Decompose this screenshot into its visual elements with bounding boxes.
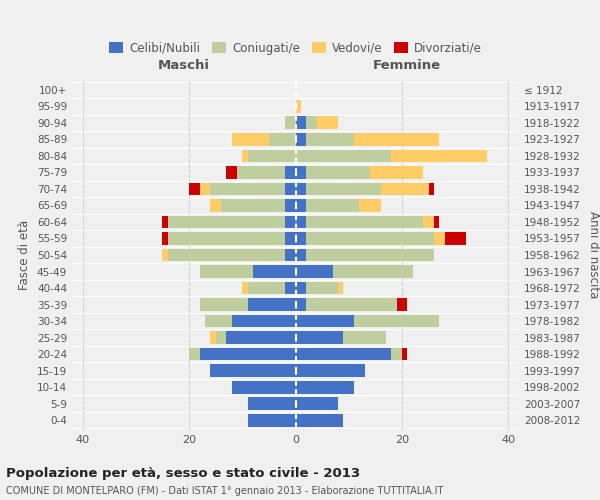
Bar bbox=[163, 216, 168, 228]
Bar bbox=[296, 314, 354, 328]
Bar bbox=[338, 282, 343, 294]
Bar bbox=[354, 133, 439, 146]
Bar bbox=[189, 182, 200, 196]
Bar bbox=[296, 348, 391, 360]
Bar bbox=[211, 182, 285, 196]
Bar bbox=[333, 265, 413, 278]
Bar bbox=[285, 232, 296, 245]
Bar bbox=[211, 331, 215, 344]
Bar bbox=[296, 216, 306, 228]
Bar bbox=[163, 248, 168, 262]
Bar bbox=[428, 182, 434, 196]
Bar bbox=[306, 248, 434, 262]
Bar bbox=[306, 216, 423, 228]
Bar bbox=[226, 166, 237, 179]
Bar bbox=[306, 133, 354, 146]
Bar bbox=[306, 166, 370, 179]
Bar bbox=[343, 331, 386, 344]
Bar bbox=[285, 166, 296, 179]
Bar bbox=[296, 166, 306, 179]
Bar bbox=[391, 348, 402, 360]
Text: Maschi: Maschi bbox=[158, 58, 210, 71]
Bar bbox=[391, 150, 487, 162]
Bar bbox=[221, 199, 285, 212]
Bar bbox=[189, 348, 200, 360]
Bar bbox=[205, 314, 232, 328]
Bar bbox=[232, 314, 296, 328]
Bar bbox=[285, 199, 296, 212]
Bar bbox=[434, 216, 439, 228]
Y-axis label: Anni di nascita: Anni di nascita bbox=[587, 212, 600, 298]
Bar bbox=[215, 331, 226, 344]
Bar bbox=[306, 116, 317, 130]
Bar bbox=[211, 199, 221, 212]
Text: Popolazione per età, sesso e stato civile - 2013: Popolazione per età, sesso e stato civil… bbox=[6, 468, 360, 480]
Bar bbox=[253, 265, 296, 278]
Bar bbox=[248, 414, 296, 426]
Bar bbox=[232, 133, 269, 146]
Bar bbox=[397, 298, 407, 311]
Bar bbox=[402, 348, 407, 360]
Bar bbox=[285, 282, 296, 294]
Bar bbox=[434, 232, 445, 245]
Bar bbox=[269, 133, 296, 146]
Bar bbox=[226, 331, 296, 344]
Bar bbox=[285, 116, 296, 130]
Bar bbox=[296, 364, 365, 377]
Y-axis label: Fasce di età: Fasce di età bbox=[19, 220, 31, 290]
Bar bbox=[296, 298, 306, 311]
Bar bbox=[248, 150, 296, 162]
Bar bbox=[296, 380, 354, 394]
Bar bbox=[296, 232, 306, 245]
Bar bbox=[317, 116, 338, 130]
Bar bbox=[248, 298, 296, 311]
Bar bbox=[296, 331, 343, 344]
Bar bbox=[248, 282, 285, 294]
Bar bbox=[423, 216, 434, 228]
Bar bbox=[296, 248, 306, 262]
Bar bbox=[296, 116, 306, 130]
Bar bbox=[200, 298, 248, 311]
Bar bbox=[359, 199, 380, 212]
Bar bbox=[237, 166, 285, 179]
Bar bbox=[296, 150, 391, 162]
Bar bbox=[242, 282, 248, 294]
Bar bbox=[168, 248, 285, 262]
Bar bbox=[306, 182, 380, 196]
Bar bbox=[200, 265, 253, 278]
Bar bbox=[296, 182, 306, 196]
Bar bbox=[285, 182, 296, 196]
Bar bbox=[370, 166, 423, 179]
Bar bbox=[242, 150, 248, 162]
Bar bbox=[306, 282, 338, 294]
Bar bbox=[380, 182, 428, 196]
Bar bbox=[296, 133, 306, 146]
Bar bbox=[354, 314, 439, 328]
Bar bbox=[285, 216, 296, 228]
Bar bbox=[306, 298, 397, 311]
Bar bbox=[296, 282, 306, 294]
Bar bbox=[232, 380, 296, 394]
Bar bbox=[211, 364, 296, 377]
Bar bbox=[306, 199, 359, 212]
Text: COMUNE DI MONTELPARO (FM) - Dati ISTAT 1° gennaio 2013 - Elaborazione TUTTITALIA: COMUNE DI MONTELPARO (FM) - Dati ISTAT 1… bbox=[6, 486, 443, 496]
Bar bbox=[168, 232, 285, 245]
Bar bbox=[306, 232, 434, 245]
Bar bbox=[163, 232, 168, 245]
Bar bbox=[296, 265, 333, 278]
Legend: Celibi/Nubili, Coniugati/e, Vedovi/e, Divorziati/e: Celibi/Nubili, Coniugati/e, Vedovi/e, Di… bbox=[104, 37, 487, 60]
Bar bbox=[200, 348, 296, 360]
Bar bbox=[248, 397, 296, 410]
Bar bbox=[296, 199, 306, 212]
Bar bbox=[200, 182, 211, 196]
Bar bbox=[168, 216, 285, 228]
Text: Femmine: Femmine bbox=[373, 58, 442, 71]
Bar bbox=[296, 397, 338, 410]
Bar bbox=[445, 232, 466, 245]
Bar bbox=[296, 100, 301, 113]
Bar bbox=[296, 414, 343, 426]
Bar bbox=[285, 248, 296, 262]
